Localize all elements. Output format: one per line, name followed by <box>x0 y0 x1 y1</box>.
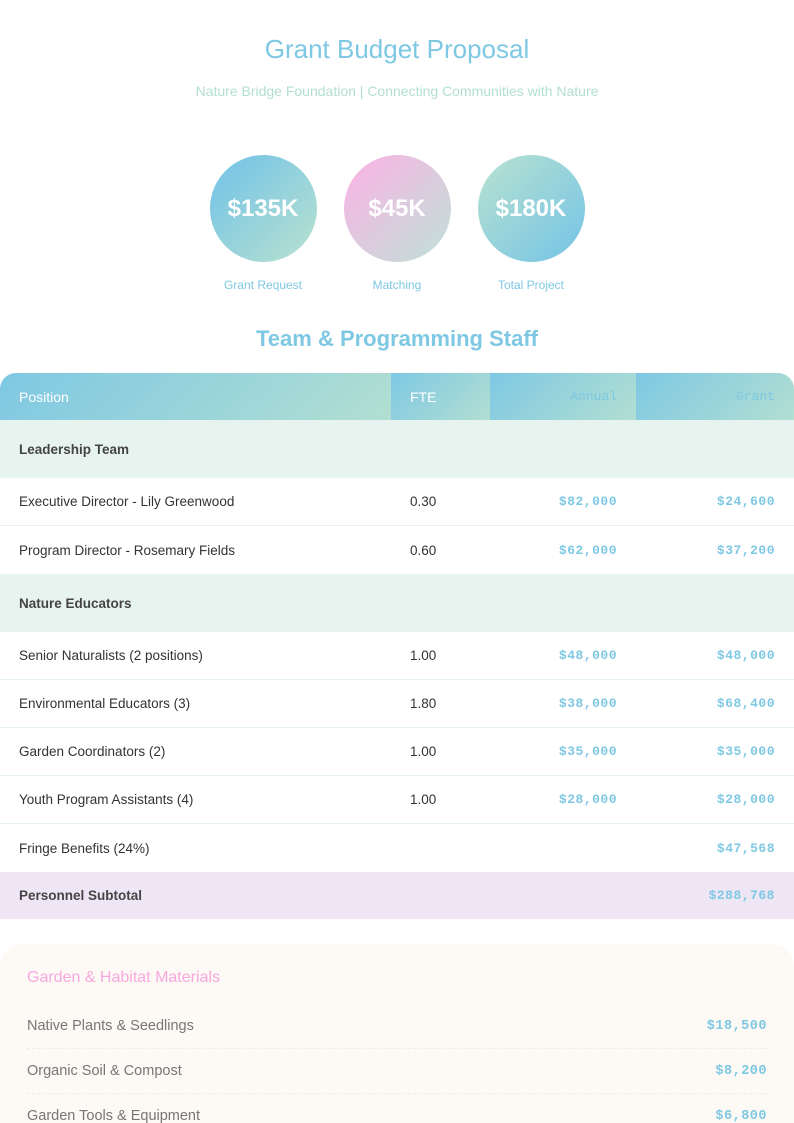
position-cell: Executive Director - Lily Greenwood <box>19 494 235 509</box>
list-item: Organic Soil & Compost $8,200 <box>27 1049 767 1094</box>
table-row: Executive Director - Lily Greenwood 0.30… <box>0 478 794 526</box>
list-item: Native Plants & Seedlings $18,500 <box>27 1004 767 1049</box>
annual-cell: $82,000 <box>558 494 617 509</box>
stat-grant-request: $135K Grant Request <box>209 155 317 292</box>
fte-cell: 1.80 <box>410 696 437 711</box>
item-label: Native Plants & Seedlings <box>27 1018 194 1034</box>
stat-label: Total Project <box>497 278 565 292</box>
group-row-nature-educators: Nature Educators <box>0 574 794 632</box>
position-cell: Program Director - Rosemary Fields <box>19 542 236 558</box>
annual-cell: $28,000 <box>558 792 617 807</box>
annual-cell: $35,000 <box>558 744 617 759</box>
grant-cell: $48,000 <box>716 648 775 663</box>
position-cell: Environmental Educators (3) <box>19 696 191 711</box>
fte-cell: 1.00 <box>410 792 437 807</box>
stat-label: Matching <box>372 278 422 292</box>
table-row: Program Director - Rosemary Fields 0.60 … <box>0 526 794 574</box>
subtotal-row: Personnel Subtotal $288,768 <box>0 872 794 919</box>
materials-title: Garden & Habitat Materials <box>27 969 220 986</box>
column-header-annual: Annual <box>490 373 636 420</box>
page-title: Grant Budget Proposal <box>264 34 530 64</box>
subtotal-value: $288,768 <box>708 888 775 903</box>
materials-card: Garden & Habitat Materials Native Plants… <box>0 944 794 1123</box>
stat-circle: $135K <box>209 155 317 262</box>
stat-matching: $45K Matching <box>343 155 451 292</box>
item-amount: $8,200 <box>715 1063 767 1079</box>
grant-cell: $24,600 <box>716 494 775 509</box>
table-row: Youth Program Assistants (4) 1.00 $28,00… <box>0 776 794 824</box>
grant-cell: $68,400 <box>716 696 775 711</box>
annual-cell: $62,000 <box>558 542 617 558</box>
position-cell: Garden Coordinators (2) <box>19 744 166 759</box>
stat-circle: $45K <box>343 155 451 262</box>
item-label: Garden Tools & Equipment <box>27 1108 201 1123</box>
section-title-staff: Team & Programming Staff <box>256 326 538 351</box>
table-row: Garden Coordinators (2) 1.00 $35,000 $35… <box>0 728 794 776</box>
item-amount: $6,800 <box>715 1108 767 1123</box>
page-subtitle: Nature Bridge Foundation | Connecting Co… <box>195 83 599 99</box>
table-row: Environmental Educators (3) 1.80 $38,000… <box>0 680 794 728</box>
position-cell: Senior Naturalists (2 positions) <box>19 648 203 663</box>
subtotal-label: Personnel Subtotal <box>19 888 143 903</box>
group-label: Leadership Team <box>19 441 130 457</box>
list-item: Garden Tools & Equipment $6,800 <box>27 1094 767 1123</box>
stat-label: Grant Request <box>223 278 303 292</box>
grant-cell: $35,000 <box>716 744 775 759</box>
column-header-grant: Grant <box>636 373 794 420</box>
annual-cell: $38,000 <box>558 696 617 711</box>
table-row: Senior Naturalists (2 positions) 1.00 $4… <box>0 632 794 680</box>
column-header-fte: FTE <box>391 373 490 420</box>
stat-circle: $180K <box>477 155 585 262</box>
grant-cell: $37,200 <box>716 542 775 558</box>
table-header: Position FTE Annual Grant <box>0 373 794 420</box>
fringe-row: Fringe Benefits (24%) $47,568 <box>0 824 794 872</box>
column-header-position: Position <box>0 373 391 420</box>
item-amount: $18,500 <box>706 1018 767 1034</box>
group-label: Nature Educators <box>19 595 132 611</box>
fte-cell: 1.00 <box>410 648 437 663</box>
item-label: Organic Soil & Compost <box>27 1063 182 1079</box>
group-row-leadership: Leadership Team <box>0 420 794 478</box>
fte-cell: 0.30 <box>410 494 437 509</box>
materials-list: Native Plants & Seedlings $18,500 Organi… <box>27 1004 767 1123</box>
fte-cell: 1.00 <box>410 744 437 759</box>
fte-cell: 0.60 <box>410 542 437 558</box>
grant-cell: $28,000 <box>716 792 775 807</box>
summary-stats: $135K Grant Request $45K Matching $180K … <box>0 155 794 292</box>
position-cell: Fringe Benefits (24%) <box>19 840 150 856</box>
stat-total-project: $180K Total Project <box>477 155 585 292</box>
grant-cell: $47,568 <box>716 840 775 856</box>
staff-budget-table: Position FTE Annual Grant Leadership Tea… <box>0 373 794 919</box>
annual-cell: $48,000 <box>558 648 617 663</box>
position-cell: Youth Program Assistants (4) <box>19 792 194 807</box>
